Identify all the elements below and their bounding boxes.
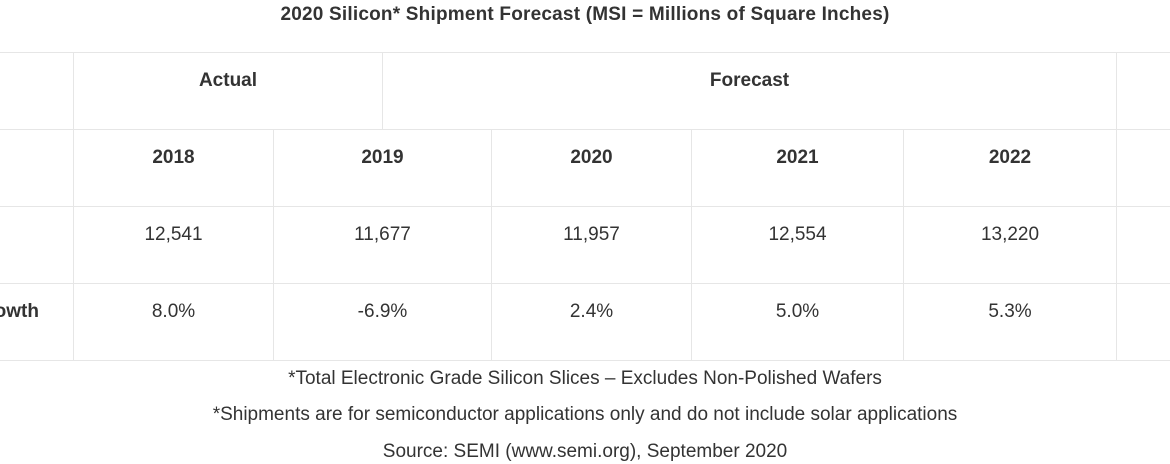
table-cell: 11,677 [354, 224, 411, 245]
table-cell: 8.0% [151, 301, 196, 322]
table-cell: 2.4% [569, 301, 614, 322]
grid-line [0, 360, 1170, 361]
forecast-table: Actual Forecast 2018 2019 2020 2021 2022… [0, 52, 1170, 361]
table-cell: -6.9% [357, 301, 408, 322]
footnote-1: *Total Electronic Grade Silicon Slices –… [288, 368, 882, 389]
year-header: 2020 [570, 147, 613, 168]
grid-line [903, 129, 904, 360]
grid-line [491, 129, 492, 360]
header-actual: Actual [198, 70, 258, 91]
row-label-clip: owth [0, 283, 72, 341]
table-cell: 13,220 [980, 224, 1040, 245]
grid-line [1116, 129, 1117, 360]
grid-line [73, 129, 74, 360]
grid-line [73, 52, 74, 129]
grid-line [273, 129, 274, 360]
grid-line [0, 129, 1170, 130]
row-label-growth: owth [0, 301, 39, 322]
year-header: 2021 [776, 147, 819, 168]
grid-line [0, 52, 1170, 53]
table-title: 2020 Silicon* Shipment Forecast (MSI = M… [280, 4, 890, 25]
grid-line [1116, 52, 1117, 129]
footnote-2: *Shipments are for semiconductor applica… [212, 404, 958, 425]
year-header: 2019 [361, 147, 404, 168]
table-cell: 12,554 [768, 224, 827, 245]
table-cell: 5.0% [775, 301, 820, 322]
table-cell: 11,957 [563, 224, 620, 245]
year-header: 2018 [152, 147, 195, 168]
grid-line [0, 206, 1170, 207]
source-note: Source: SEMI (www.semi.org), September 2… [382, 441, 788, 462]
table-cell: 12,541 [144, 224, 203, 245]
table-cell: 5.3% [988, 301, 1032, 322]
grid-line [382, 52, 383, 129]
grid-line [0, 283, 1170, 284]
year-header: 2022 [988, 147, 1032, 168]
header-forecast: Forecast [709, 70, 790, 91]
grid-line [691, 129, 692, 360]
